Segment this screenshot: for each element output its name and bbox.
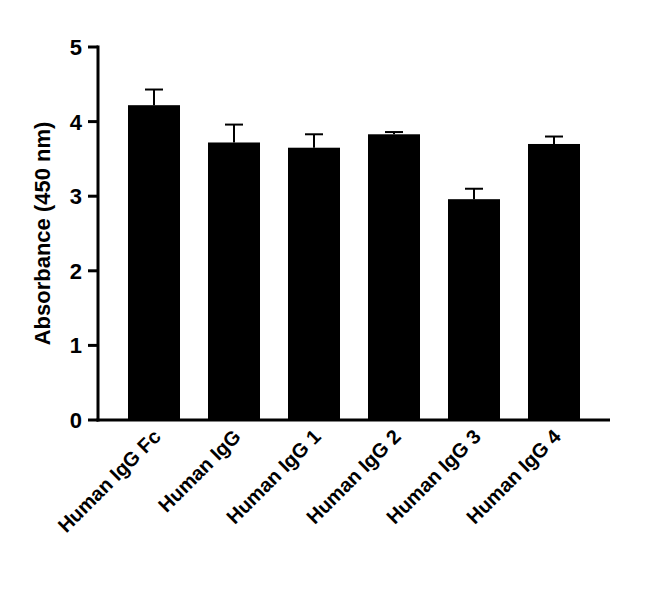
error-bar [473,189,475,199]
y-tick [88,120,98,123]
y-tick [88,419,98,422]
x-tick-label: Human IgG Fc [53,425,164,536]
y-tick-label: 1 [70,333,82,358]
y-tick [88,46,98,49]
y-tick-label: 2 [70,259,82,284]
error-bar [313,134,315,147]
error-bar [553,137,555,144]
error-cap [385,131,403,133]
y-tick-label: 0 [70,408,82,433]
y-tick-label: 4 [70,110,83,135]
bar [128,105,180,420]
bar [528,144,580,420]
chart-container: 012345Human IgG FcHuman IgGHuman IgG 1Hu… [0,0,650,608]
error-cap [225,124,243,126]
error-cap [305,133,323,135]
bar [368,134,420,420]
error-bar [153,90,155,106]
x-tick-label: Human IgG 4 [462,425,565,528]
x-axis [97,419,611,422]
error-cap [465,188,483,190]
error-cap [145,89,163,91]
bar [448,199,500,420]
y-tick-label: 5 [70,35,82,60]
plot-area [128,90,580,420]
error-bar [233,125,235,143]
chart-svg: 012345Human IgG FcHuman IgGHuman IgG 1Hu… [0,0,650,608]
y-axis-label: Absorbance (450 nm) [30,122,55,346]
y-tick [88,269,98,272]
y-tick [88,344,98,347]
bar [288,148,340,420]
y-tick [88,195,98,198]
y-axis [97,46,100,422]
bar [208,142,260,420]
y-tick-label: 3 [70,184,82,209]
error-cap [545,136,563,138]
